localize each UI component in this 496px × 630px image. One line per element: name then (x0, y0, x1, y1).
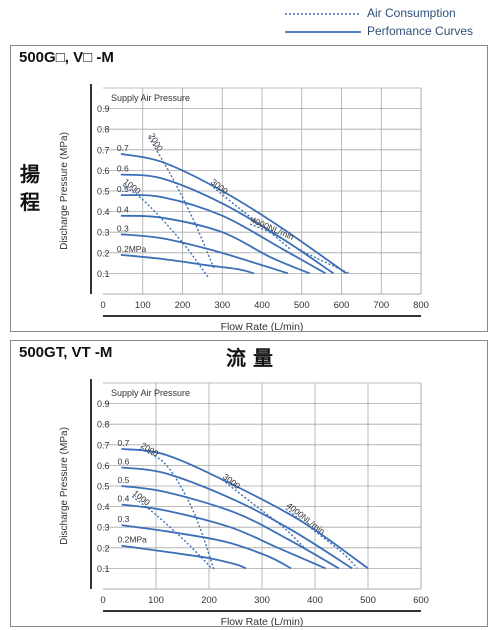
performance-curve (121, 485, 340, 570)
performance-curve (121, 524, 292, 570)
grid (103, 87, 422, 294)
air-consumption-label: 4000NL/min (249, 215, 295, 242)
legend-air-consumption: Air Consumption (285, 6, 490, 22)
y-tick-label: 0.8 (97, 420, 110, 430)
air-consumption-curve (209, 184, 291, 250)
legend-performance: Perfomance Curves (285, 24, 490, 40)
x-tick-label: 800 (413, 300, 429, 311)
performance-curve-label: 0.4 (118, 494, 130, 504)
air-consumption-curve (285, 508, 358, 569)
x-tick-label: 500 (360, 595, 376, 606)
y-axis-label: Discharge Pressure (MPa) (59, 132, 70, 250)
dotted-line-swatch (285, 13, 361, 15)
chart-plot-1: 0.1 0.2 0.3 0.4 0.5 0.6 0.7 0.8 0.9 0 100 200 300 400… (59, 84, 429, 331)
x-tick-label: 400 (307, 595, 323, 606)
legend-performance-label: Perfomance Curves (367, 24, 474, 38)
performance-curve (121, 448, 369, 570)
y-tick-label: 0.7 (97, 145, 110, 155)
y-tick-label: 0.2 (97, 543, 110, 553)
x-tick-label: 200 (201, 595, 217, 606)
x-tick-label: 0 (100, 300, 105, 311)
performance-curve-label: 0.4 (117, 205, 129, 215)
performance-curve (120, 153, 347, 275)
supply-air-pressure-label: Supply Air Pressure (111, 93, 190, 103)
air-consumption-curve (221, 479, 305, 549)
performance-curve-label: 0.7 (117, 143, 129, 153)
performance-curve-label: 0.5 (117, 184, 129, 194)
y-tick-label: 0.8 (97, 125, 110, 135)
air-consumption-curve (249, 223, 350, 275)
y-tick-label: 0.4 (97, 502, 110, 512)
chart-title-1: 500G□, V□ -M (19, 49, 114, 66)
y-tick-label: 0.4 (97, 207, 110, 217)
performance-curve-label: 0.2MPa (117, 244, 147, 254)
x-axis-label: Flow Rate (L/min) (221, 616, 304, 626)
y-tick-label: 0.1 (97, 269, 110, 279)
y-tick-label: 0.5 (97, 482, 110, 492)
performance-curve-label: 0.2MPa (118, 535, 148, 545)
air-consumption-curve (139, 448, 215, 571)
y-tick-label: 0.6 (97, 461, 110, 471)
performance-curve (120, 214, 311, 275)
y-tick-label: 0.9 (97, 399, 110, 409)
chart-title-2: 500GT, VT -M (19, 344, 113, 361)
performance-curve-label: 0.3 (117, 223, 129, 233)
x-tick-label: 600 (413, 595, 429, 606)
y-axis-label: Discharge Pressure (MPa) (59, 427, 70, 545)
y-tick-label: 0.9 (97, 104, 110, 114)
y-tick-label: 0.3 (97, 523, 110, 533)
grid (103, 382, 422, 589)
performance-curve (121, 544, 247, 570)
y-tick-label: 0.3 (97, 228, 110, 238)
air-consumption-label: 2000 (139, 440, 161, 459)
air-consumption-curve (131, 495, 213, 569)
y-tick-label: 0.1 (97, 564, 110, 574)
x-tick-label: 300 (214, 300, 230, 311)
legend: Air Consumption Perfomance Curves (285, 4, 490, 40)
performance-curve (120, 233, 289, 275)
y-tick-label: 0.5 (97, 187, 110, 197)
head-side-label-text: 揚 程 (20, 162, 40, 214)
performance-curve-label: 0.5 (118, 475, 130, 485)
x-tick-label: 0 (100, 595, 105, 606)
x-tick-label: 200 (175, 300, 191, 311)
x-tick-label: 600 (334, 300, 350, 311)
y-tick-label: 0.6 (97, 166, 110, 176)
performance-curve-label: 0.7 (118, 438, 130, 448)
x-tick-label: 100 (135, 300, 151, 311)
x-tick-label: 300 (254, 595, 270, 606)
y-tick-label: 0.2 (97, 248, 110, 258)
x-tick-label: 700 (373, 300, 389, 311)
performance-curve (121, 466, 353, 570)
x-tick-label: 500 (294, 300, 310, 311)
chart-panel-2: 500GT, VT -M 0.1 0.2 0.3 0.4 0.5 0.6 0.7 0.8 0.9… (10, 340, 488, 627)
flow-side-label: 流 量 (218, 342, 281, 371)
x-axis-label: Flow Rate (L/min) (221, 321, 304, 331)
head-side-label: 揚 程 (20, 160, 44, 216)
solid-line-swatch (285, 31, 361, 33)
legend-air-consumption-label: Air Consumption (367, 6, 456, 20)
performance-curve-label: 0.3 (118, 514, 130, 524)
performance-curve-label: 0.6 (117, 164, 129, 174)
air-consumption-curve (148, 137, 215, 270)
performance-curve (120, 254, 255, 275)
chart-plot-2: 0.1 0.2 0.3 0.4 0.5 0.6 0.7 0.8 0.9 0 100 200 300 400… (59, 379, 429, 626)
y-tick-label: 0.7 (97, 440, 110, 450)
chart-panel-1: 500G□, V□ -M 0.1 0.2 0.3 0.4 0.5 0.6 0.7 0.8 0.9… (10, 45, 488, 332)
x-tick-label: 400 (254, 300, 270, 311)
air-consumption-label: 4000NL/min (285, 500, 328, 536)
performance-curve (120, 194, 327, 275)
supply-air-pressure-label: Supply Air Pressure (111, 388, 190, 398)
x-tick-label: 100 (148, 595, 164, 606)
air-consumption-curve (122, 184, 209, 278)
air-consumption-label: 1000 (131, 488, 152, 508)
performance-curve-label: 0.6 (118, 456, 130, 466)
performance-curve (121, 503, 326, 570)
